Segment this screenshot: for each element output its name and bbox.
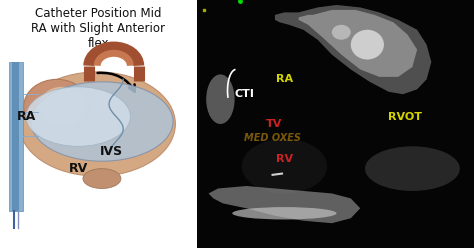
Text: RA: RA xyxy=(17,110,36,123)
Text: CTI: CTI xyxy=(234,89,254,99)
Text: RV: RV xyxy=(69,162,88,175)
Ellipse shape xyxy=(232,207,337,219)
Text: RA: RA xyxy=(276,74,293,84)
Ellipse shape xyxy=(31,82,173,161)
Bar xyxy=(9,62,23,211)
Ellipse shape xyxy=(83,169,121,188)
Ellipse shape xyxy=(26,87,130,146)
Bar xyxy=(197,0,474,248)
Ellipse shape xyxy=(332,25,351,40)
Ellipse shape xyxy=(24,79,90,134)
Text: MED OXES: MED OXES xyxy=(244,133,301,143)
Bar xyxy=(12,62,19,211)
Ellipse shape xyxy=(206,74,235,124)
Text: RVOT: RVOT xyxy=(388,112,422,122)
Text: Catheter Position Mid
RA with Slight Anterior
flex: Catheter Position Mid RA with Slight Ant… xyxy=(31,7,165,50)
Text: IVS: IVS xyxy=(100,145,123,158)
Bar xyxy=(0,0,197,248)
Polygon shape xyxy=(209,186,360,223)
Ellipse shape xyxy=(39,87,84,126)
Text: TV: TV xyxy=(266,119,282,129)
Polygon shape xyxy=(275,5,431,94)
Ellipse shape xyxy=(351,30,384,60)
Ellipse shape xyxy=(19,72,175,176)
Ellipse shape xyxy=(242,139,327,193)
Polygon shape xyxy=(299,10,417,77)
Ellipse shape xyxy=(365,146,460,191)
Text: RV: RV xyxy=(276,154,293,164)
